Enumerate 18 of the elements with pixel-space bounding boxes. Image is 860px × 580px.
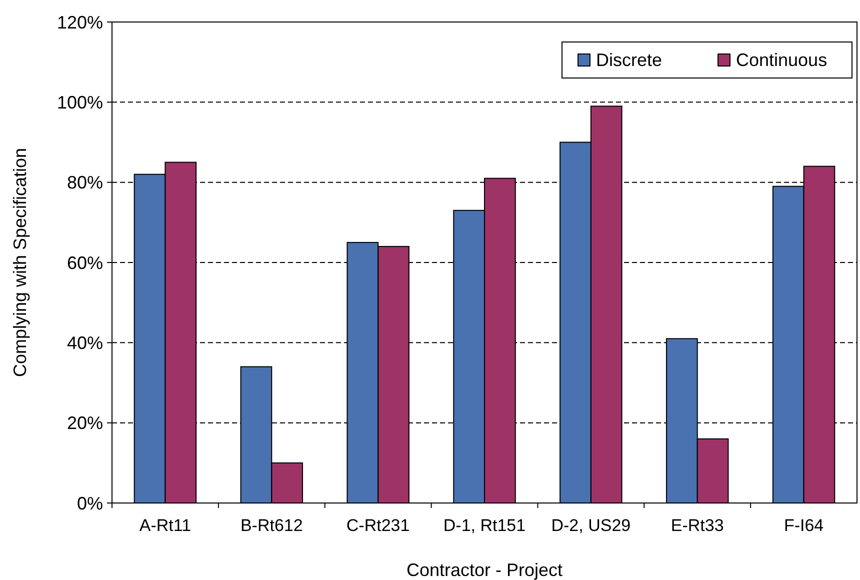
x-axis-title: Contractor - Project (406, 560, 563, 580)
x-tick-label: D-2, US29 (551, 516, 631, 535)
y-tick-label: 20% (66, 413, 103, 434)
x-tick-label: C-Rt231 (346, 516, 410, 535)
x-tick-label: F-I64 (784, 516, 824, 535)
x-tick-label: D-1, Rt151 (443, 516, 526, 535)
y-tick-label: 60% (66, 252, 103, 273)
y-tick-label: 100% (56, 92, 103, 112)
y-tick-label: 120% (56, 12, 103, 32)
y-tick-label: 40% (66, 332, 103, 353)
x-tick-label: A-Rt11 (139, 516, 192, 535)
y-axis-title: Complying with Specification (10, 148, 30, 378)
y-tick-label: 0% (76, 493, 103, 514)
y-tick-label: 80% (66, 172, 103, 193)
legend-label: Discrete (596, 50, 662, 70)
x-tick-label: B-Rt612 (240, 516, 303, 535)
x-tick-label: E-Rt33 (670, 516, 724, 535)
legend-label: Continuous (736, 50, 828, 70)
